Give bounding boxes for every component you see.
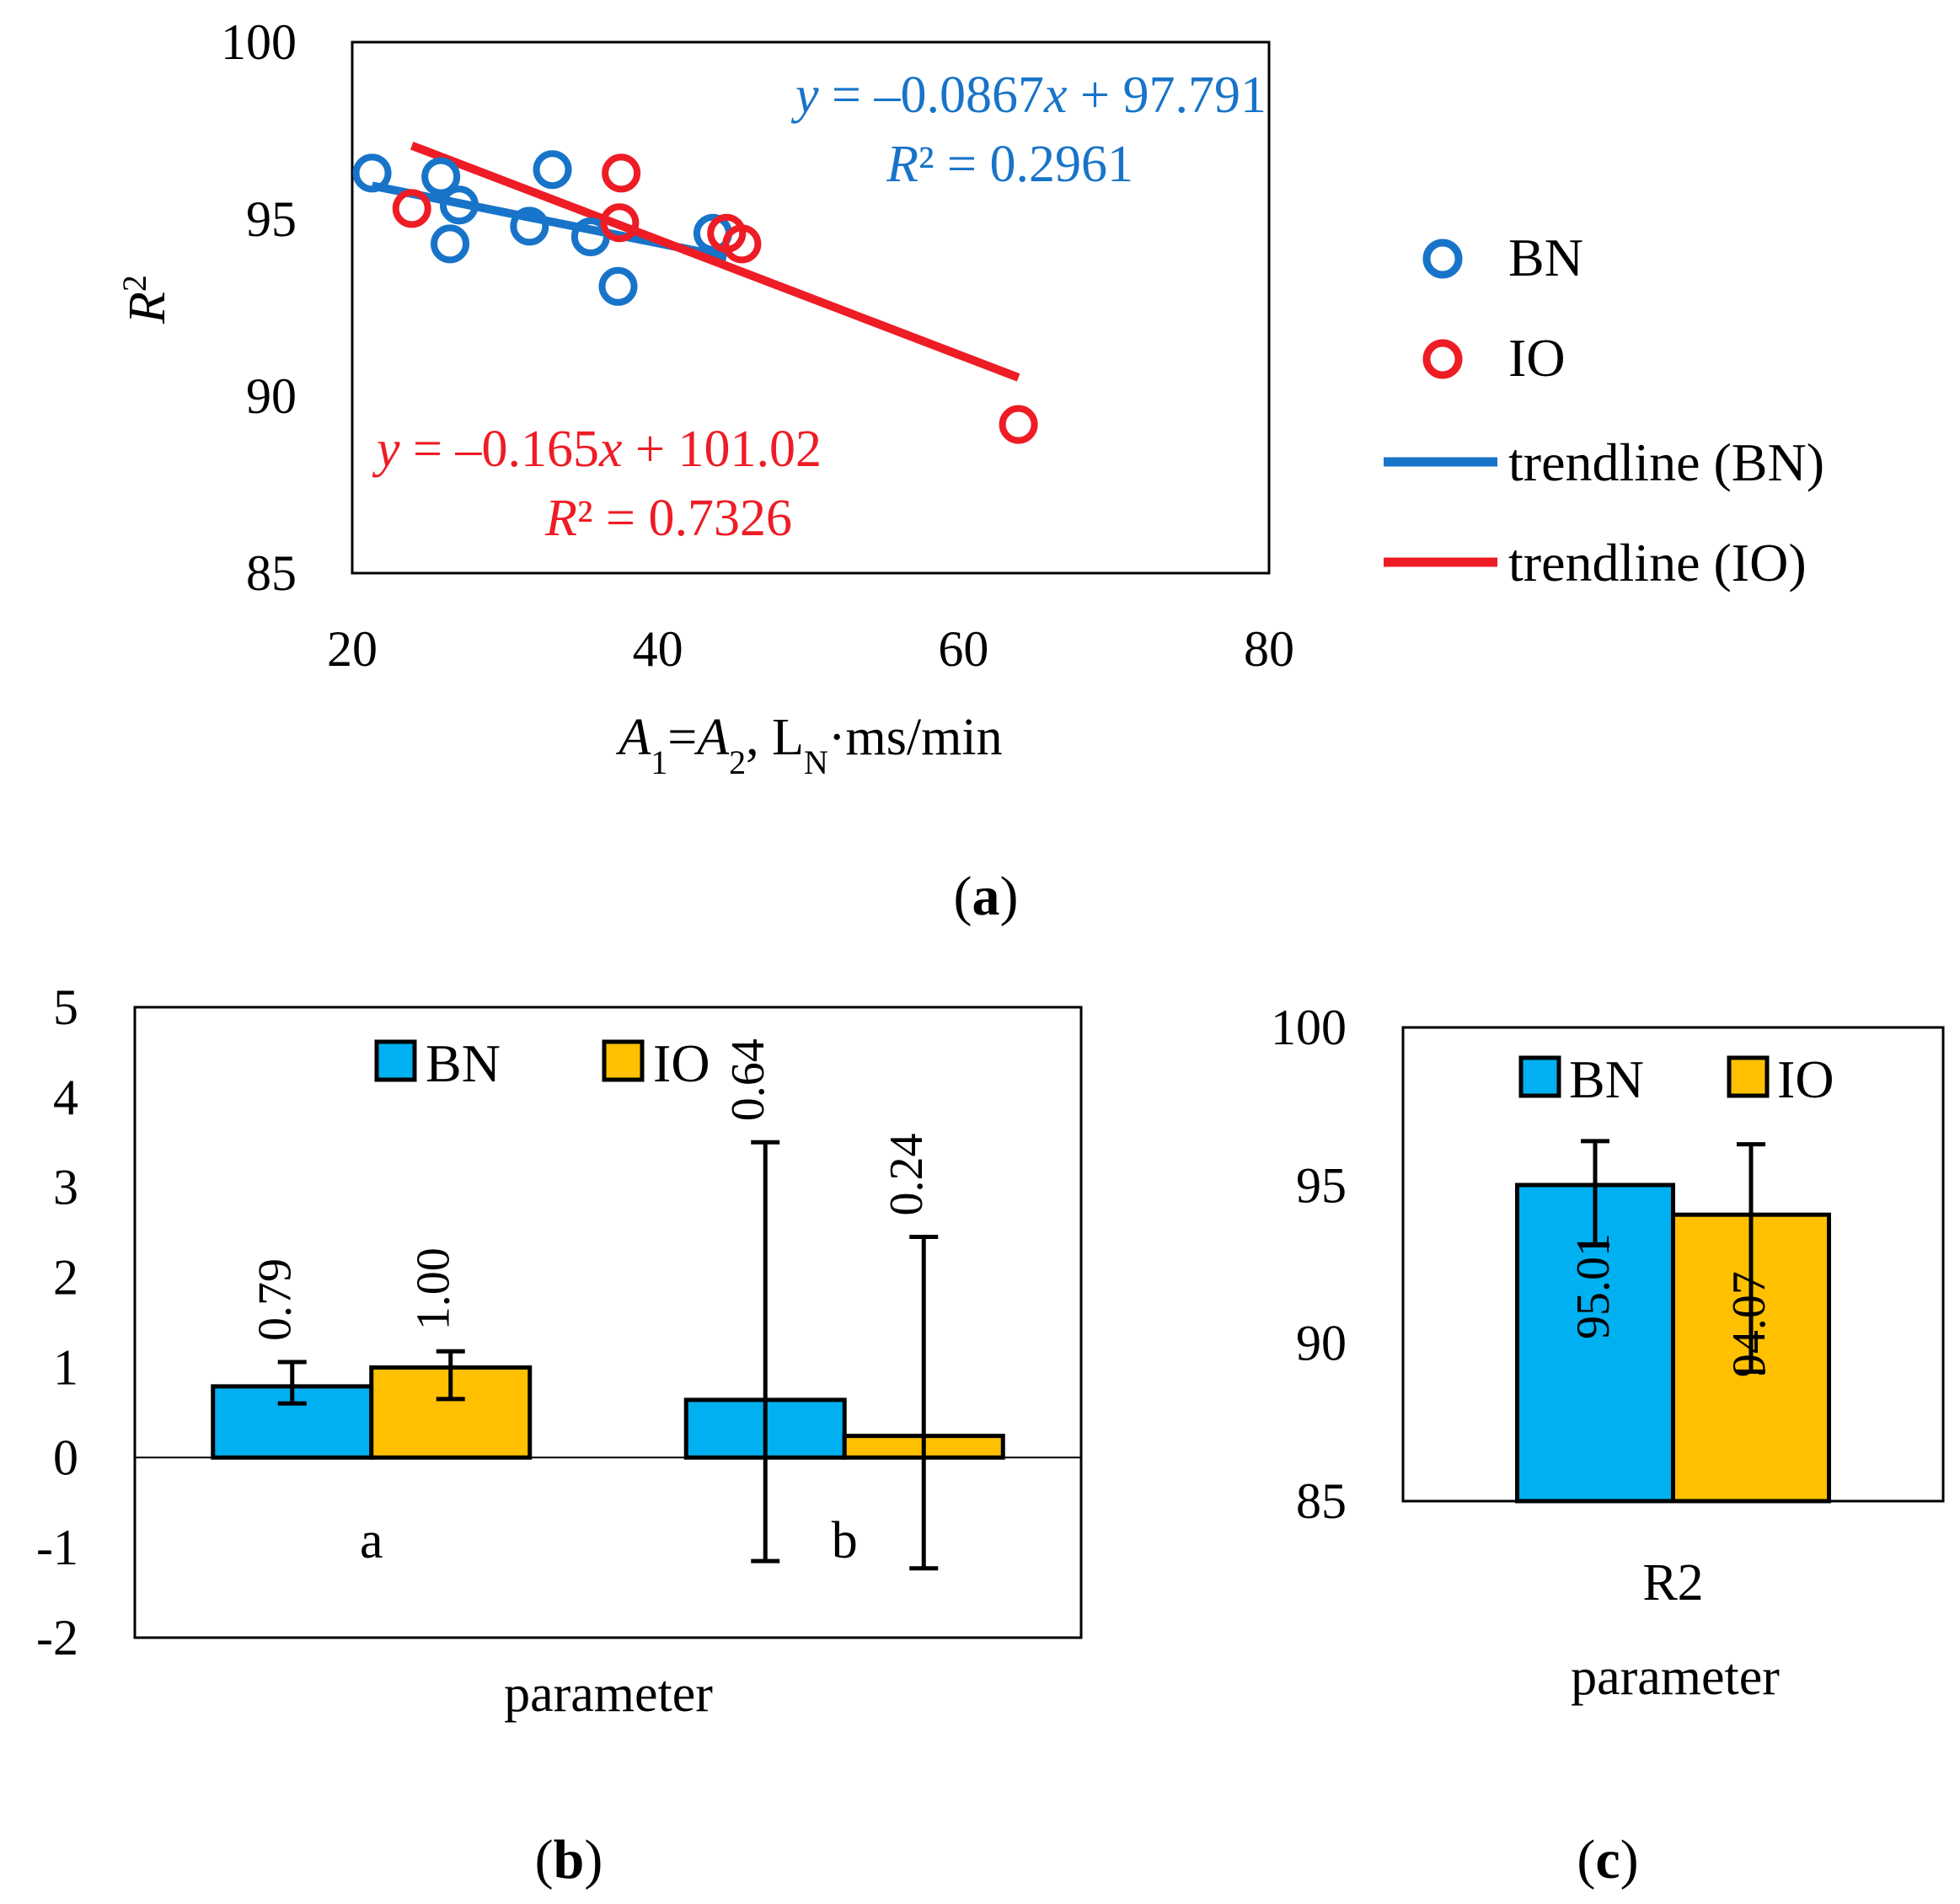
legend-c-io-label: IO <box>1777 1049 1834 1109</box>
y-tick-label: -1 <box>36 1520 78 1575</box>
caption-b: (b) <box>535 1829 603 1891</box>
scatter-point-io <box>722 224 762 264</box>
x-axis-label-c: parameter <box>1571 1649 1780 1706</box>
equation-bn: y = –0.0867x + 97.791 <box>790 67 1267 124</box>
scatter-points-a <box>352 150 1038 444</box>
y-tick-label: -2 <box>36 1610 78 1665</box>
x-axis-label-a: A1=A2, LN·ms/min <box>615 709 1002 781</box>
scatter-point-io <box>602 153 641 193</box>
category-label: b <box>832 1512 858 1569</box>
y-tick-label: 2 <box>53 1250 78 1306</box>
x-axis-label-b: parameter <box>504 1665 713 1723</box>
y-tick-labels-c: 85 90 95 100 <box>1271 1000 1347 1529</box>
legend-b-io-label: IO <box>653 1033 710 1093</box>
trendlines-a <box>371 142 1020 382</box>
plot-a-frame <box>351 40 1271 575</box>
legend-bn-marker <box>1422 239 1463 279</box>
scatter-point-bn <box>533 150 572 190</box>
scatter-point-io <box>999 405 1038 444</box>
legend-io-marker <box>1422 339 1463 379</box>
caption-c: (c) <box>1577 1829 1638 1891</box>
y-tick-label: 95 <box>246 191 297 247</box>
x-tick-label: 60 <box>938 621 988 677</box>
x-tick-labels-a: 20 40 60 80 <box>327 621 1294 677</box>
data-label: 95.01 <box>1567 1233 1620 1339</box>
legend-b-io-swatch <box>602 1039 645 1082</box>
y-tick-labels-a: 85 90 95 100 <box>221 14 297 601</box>
legend-a-trend-bn-label: trendline (BN) <box>1508 432 1824 492</box>
legend-b-bn-label: BN <box>426 1033 501 1093</box>
y-tick-label: 90 <box>246 368 297 424</box>
caption-a: (a) <box>954 866 1019 927</box>
category-label: a <box>360 1512 383 1569</box>
r2-bn: R² = 0.2961 <box>886 136 1133 193</box>
legend-c-io-swatch <box>1727 1055 1770 1098</box>
legend-c: BN IO <box>1518 1049 1834 1109</box>
legend-a-io-label: IO <box>1508 328 1566 388</box>
y-axis-label-a: R2 <box>115 275 177 324</box>
legend-b-bn-swatch <box>374 1039 417 1082</box>
plot-b-frame <box>133 1006 1083 1639</box>
legend-a-trend-io-label: trendline (IO) <box>1508 533 1807 593</box>
x-tick-label: 80 <box>1244 621 1294 677</box>
legend-a-bn-label: BN <box>1508 228 1583 287</box>
legend-a: BN IO trendline (BN) trendline (IO) <box>1384 228 1824 593</box>
scatter-point-io <box>600 203 640 243</box>
scatter-point-bn <box>421 157 461 196</box>
data-label: 0.79 <box>249 1258 302 1341</box>
y-tick-label: 90 <box>1296 1316 1347 1371</box>
y-tick-label: 3 <box>53 1160 78 1215</box>
x-tick-label: 20 <box>327 621 378 677</box>
x-tick-label: 40 <box>633 621 683 677</box>
equation-io: y = –0.165x + 101.02 <box>372 421 822 478</box>
y-tick-label: 95 <box>1296 1157 1347 1213</box>
y-tick-labels-b: -2 -1 0 1 2 3 4 5 <box>36 979 78 1665</box>
panel-a: 85 90 95 100 20 40 60 80 R2 A1=A2, LN·ms/min y… <box>115 14 1825 927</box>
y-tick-label: 1 <box>53 1339 78 1395</box>
scatter-point-bn <box>352 153 392 193</box>
category-labels-c: R2 <box>1642 1554 1703 1612</box>
data-label: 0.64 <box>722 1038 774 1121</box>
bars-c: 95.01 94.07 <box>1515 1139 1831 1504</box>
data-label: 94.07 <box>1723 1271 1775 1377</box>
scatter-point-io <box>392 189 431 228</box>
scatter-point-bn <box>439 185 479 225</box>
legend-c-bn-label: BN <box>1569 1049 1644 1109</box>
y-tick-label: 0 <box>53 1429 78 1485</box>
category-label: R2 <box>1642 1554 1703 1612</box>
scatter-point-bn <box>510 206 549 246</box>
bars-b: 0.79 1.00 0.64 0.24 <box>211 1038 1005 1571</box>
y-tick-label: 5 <box>53 979 78 1035</box>
data-label: 1.00 <box>408 1247 460 1330</box>
y-tick-label: 85 <box>246 545 297 601</box>
data-label: 0.24 <box>881 1133 933 1215</box>
trendline-io <box>410 142 1020 382</box>
y-tick-label: 100 <box>221 14 297 70</box>
y-tick-label: 4 <box>53 1070 78 1125</box>
r2-io: R² = 0.7326 <box>544 490 792 547</box>
y-tick-label: 100 <box>1271 1000 1347 1055</box>
y-tick-label: 85 <box>1296 1473 1347 1529</box>
scatter-point-bn <box>598 266 638 306</box>
legend-c-bn-swatch <box>1518 1055 1561 1098</box>
scatter-point-bn <box>431 224 470 264</box>
legend-b: BN IO <box>374 1033 710 1093</box>
